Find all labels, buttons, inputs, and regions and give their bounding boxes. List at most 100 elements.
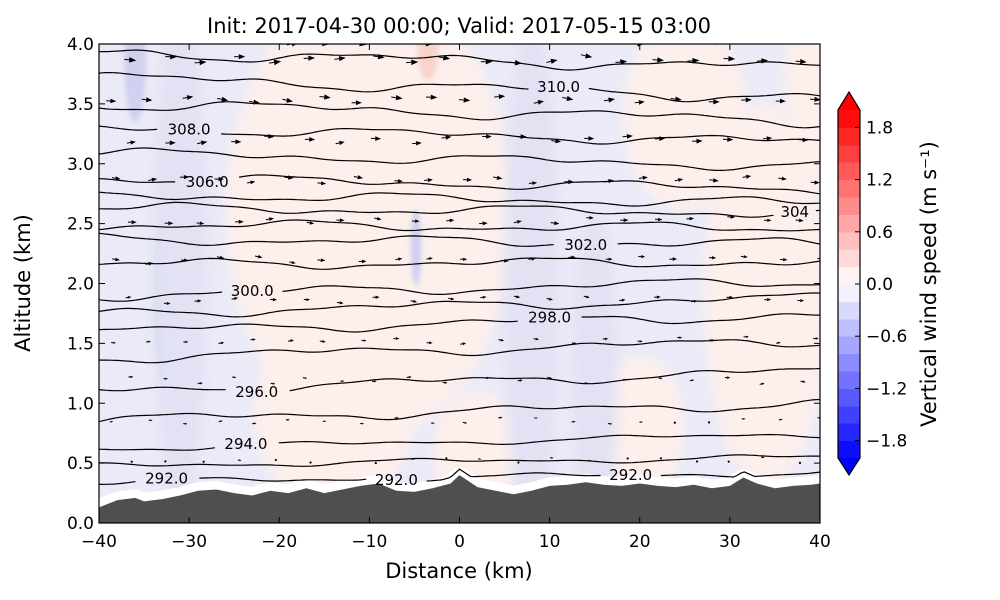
wind-arrow-shaft xyxy=(318,43,323,44)
wind-arrow-head xyxy=(427,178,433,183)
y-axis-label: Altitude (km) xyxy=(11,214,35,352)
wind-arrow-head xyxy=(802,137,809,143)
wind-arrow-shaft xyxy=(551,140,556,142)
colorbar-tick-label: −1.8 xyxy=(866,432,907,452)
wind-dot xyxy=(659,457,663,460)
wind-arrow-shaft xyxy=(353,176,358,178)
contour-line-298 xyxy=(99,313,820,333)
wind-arrow-head xyxy=(395,337,400,340)
wind-arrow-head xyxy=(548,297,553,301)
wind-arrow-head xyxy=(165,377,168,380)
wind-arrow-head xyxy=(571,255,576,259)
wind-arrow-head xyxy=(185,340,189,344)
wind-arrow-head xyxy=(184,422,188,425)
wind-arrow-head xyxy=(551,457,554,459)
contour-line-303 xyxy=(99,219,820,232)
wind-arrow-head xyxy=(745,174,752,179)
wind-arrow-shaft xyxy=(395,258,399,261)
wind-arrow-head xyxy=(257,254,263,259)
wind-arrow-head xyxy=(148,262,154,266)
wind-arrow-shaft xyxy=(373,55,379,58)
wind-dot xyxy=(517,461,520,464)
wind-dot xyxy=(673,421,676,424)
wind-arrow-head xyxy=(324,94,331,100)
colorbar-extend-max xyxy=(838,92,860,110)
wind-arrow-head xyxy=(728,56,736,62)
y-tick-label: 1.5 xyxy=(67,334,94,354)
wind-arrow-head xyxy=(376,216,382,221)
wind-arrow-shaft xyxy=(391,96,397,99)
wind-arrow-head xyxy=(641,255,646,259)
wind-arrow-head xyxy=(111,420,114,423)
wind-arrow-head xyxy=(586,382,589,384)
wind-arrow-head xyxy=(110,98,117,104)
wind-arrow-head xyxy=(780,98,786,104)
y-tick-label: 0.0 xyxy=(67,514,94,534)
wind-arrow-head xyxy=(498,94,506,100)
wind-arrow-head xyxy=(287,418,290,421)
wind-dot xyxy=(445,457,448,460)
wind-arrow-head xyxy=(268,134,275,139)
wind-arrow-shaft xyxy=(759,383,762,385)
wind-arrow-shaft xyxy=(306,221,311,224)
wind-arrow-head xyxy=(746,35,753,40)
wind-arrow-head xyxy=(290,339,294,343)
wind-arrow-head xyxy=(115,257,120,262)
wind-arrow-shaft xyxy=(125,296,129,299)
wind-arrow-head xyxy=(170,54,177,60)
wind-arrow-head xyxy=(660,377,663,380)
wind-arrow-shaft xyxy=(709,179,714,181)
wind-dot xyxy=(309,461,312,464)
wind-arrow-head xyxy=(713,178,719,183)
wind-arrow-head xyxy=(238,54,246,60)
wind-arrow-head xyxy=(696,138,703,144)
wind-arrow-head xyxy=(221,96,229,102)
y-tick-label: 2.0 xyxy=(67,275,94,295)
contour-label: 300.0 xyxy=(231,282,274,300)
wind-arrow-head xyxy=(321,181,327,186)
wind-dot xyxy=(274,458,277,462)
contour-label: 294.0 xyxy=(224,435,267,453)
wind-arrow-head xyxy=(342,380,345,382)
wind-arrow-head xyxy=(415,219,420,223)
contour-label: 306.0 xyxy=(186,173,229,191)
y-tick-label: 1.0 xyxy=(67,394,94,414)
wind-arrow-head xyxy=(767,218,772,222)
wind-arrow-head xyxy=(814,180,820,185)
colorbar-tick-label: 1.8 xyxy=(866,118,893,138)
wind-arrow-head xyxy=(186,95,194,100)
wind-arrow-head xyxy=(658,217,663,222)
wind-dot xyxy=(695,460,699,463)
wind-arrow-head xyxy=(800,58,807,64)
wind-arrow-head xyxy=(745,97,752,103)
x-axis-label: Distance (km) xyxy=(385,559,533,583)
contour-label: 310.0 xyxy=(537,78,580,96)
x-tick-label: −30 xyxy=(171,532,207,552)
wind-arrow-shaft xyxy=(546,60,552,63)
wind-arrow-shaft xyxy=(335,142,340,145)
wind-arrow-head xyxy=(730,215,736,219)
wind-arrow-head xyxy=(531,257,537,261)
x-tick-label: 40 xyxy=(809,532,831,552)
wind-arrow-shaft xyxy=(249,101,254,103)
colorbar-outline xyxy=(837,90,861,477)
wind-arrow-head xyxy=(115,176,121,181)
wind-arrow-head xyxy=(151,177,158,182)
wind-arrow-head xyxy=(691,379,695,382)
wind-arrow-head xyxy=(761,58,769,64)
wind-arrow-head xyxy=(639,340,643,343)
wind-arrow-head xyxy=(395,95,403,101)
contour-line-301 xyxy=(99,257,820,270)
wind-arrow-head xyxy=(291,261,296,264)
wind-arrow-head xyxy=(291,44,297,47)
wind-arrow-head xyxy=(573,420,576,423)
wind-arrow-head xyxy=(253,422,257,425)
wind-arrow-head xyxy=(286,97,293,103)
x-tick-label: −10 xyxy=(351,532,387,552)
wind-arrow-head xyxy=(766,136,773,141)
wind-arrow-head xyxy=(466,177,473,182)
wind-arrow-head xyxy=(411,59,419,66)
wind-arrow-head xyxy=(482,296,487,299)
wind-arrow-shaft xyxy=(410,300,414,302)
wind-arrow-head xyxy=(679,336,683,339)
